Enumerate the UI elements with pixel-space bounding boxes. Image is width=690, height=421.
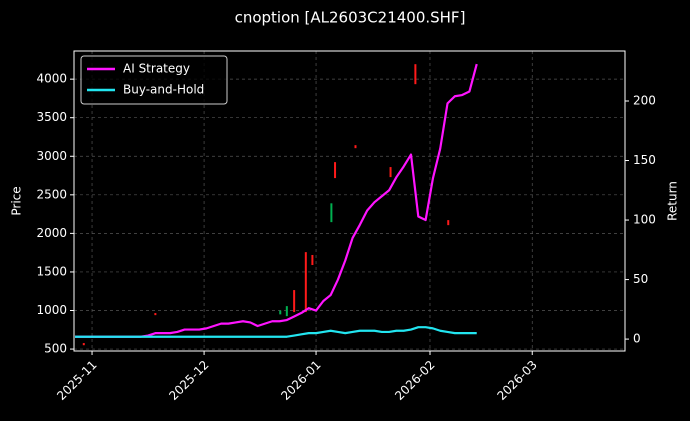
x-tick-label: 2026-03 [494, 358, 539, 403]
y-tick-label: 1000 [36, 303, 67, 317]
x-tick-label: 2025-12 [166, 358, 211, 403]
y2-tick-label: 100 [633, 213, 656, 227]
candle [82, 343, 85, 346]
chart-title: cnoption [AL2603C21400.SHF] [235, 9, 466, 27]
candle [285, 306, 288, 317]
legend-label: Buy-and-Hold [123, 83, 204, 97]
series-line [75, 63, 478, 338]
y-tick-label: 2500 [36, 187, 67, 201]
y2-tick-label: 150 [633, 153, 656, 167]
y-tick-label: 3500 [36, 110, 67, 124]
y2-tick-label: 50 [633, 272, 648, 286]
candle [330, 203, 333, 223]
candle [447, 220, 450, 226]
candle [389, 167, 392, 178]
candle [279, 310, 282, 315]
y-tick-label: 1500 [36, 264, 67, 278]
y2-tick-label: 0 [633, 332, 641, 346]
x-tick-label: 2026-01 [278, 358, 323, 403]
y-tick-label: 2000 [36, 226, 67, 240]
candle [293, 290, 296, 313]
candle [304, 252, 307, 313]
candle [311, 254, 314, 266]
candle [354, 145, 357, 149]
y-tick-label: 3000 [36, 149, 67, 163]
x-tick-label: 2025-11 [54, 358, 99, 403]
y-tick-label: 4000 [36, 72, 67, 86]
y-tick-label: 500 [44, 342, 67, 356]
candle [154, 313, 157, 316]
candle [414, 64, 417, 85]
series-line [75, 326, 477, 338]
legend-box [80, 55, 228, 105]
y-axis-label: Price [10, 186, 24, 215]
legend-label: AI Strategy [123, 62, 190, 76]
plot-frame [73, 50, 626, 352]
x-tick-label: 2026-02 [392, 358, 437, 403]
y2-axis-label: Return [666, 181, 680, 221]
candle [334, 162, 337, 179]
y2-tick-label: 200 [633, 94, 656, 108]
